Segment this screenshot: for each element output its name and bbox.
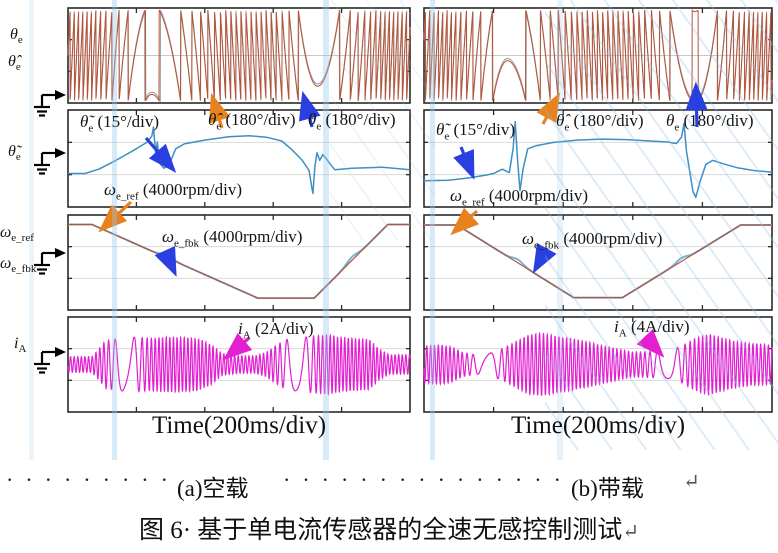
scale-label: ωe_fbk (4000rpm/div) <box>162 227 303 250</box>
axis-ticks <box>424 215 772 310</box>
scale-label: θe (180°/div) <box>308 110 396 133</box>
annotation-arrow-blue <box>154 245 177 277</box>
scale-label: ωe_ref (4000rpm/div) <box>450 186 589 209</box>
annotation-arrow-magenta <box>223 332 253 361</box>
sub-caption-a: (a)空载 <box>177 476 249 501</box>
scale-label: ωe_fbk (4000rpm/div) <box>522 229 663 252</box>
speed-reference-trace <box>68 223 410 299</box>
scale-label: θ̃e (15°/div) <box>436 120 516 143</box>
axis-ticks <box>68 215 410 310</box>
scale-label: iA (4A/div) <box>614 317 690 340</box>
angle-trace <box>67 9 411 103</box>
ground-reference-icon <box>34 248 66 275</box>
panel-a1 <box>67 7 411 104</box>
y-axis-label: ωe_fbk <box>0 255 37 276</box>
sub-caption-b: (b)带载 <box>571 476 644 501</box>
panel-b2 <box>423 109 773 208</box>
axis-ticks <box>68 317 410 412</box>
paragraph-return-icon: ↵ <box>622 521 640 543</box>
angle-error-trace <box>68 126 411 195</box>
ground-reference-icon <box>34 347 66 374</box>
annotation-arrow-magenta <box>636 328 665 358</box>
phase-current-trace <box>67 333 411 396</box>
angle-error-trace <box>423 120 773 199</box>
axis-ticks <box>424 110 772 207</box>
y-axis-label: ωe_ref <box>0 224 34 245</box>
panel-a3 <box>67 214 411 311</box>
y-axis-label: θ̃e <box>8 143 21 164</box>
annotation-arrow-blue <box>453 146 475 180</box>
panel-a2 <box>67 109 411 208</box>
axis-ticks <box>68 110 410 207</box>
scale-label: θ̃e (15°/div) <box>80 112 160 135</box>
paragraph-return-icon: ↵ <box>683 471 700 493</box>
figure-caption: 图 6· 基于单电流传感器的全速无感控制测试↵ <box>0 510 778 546</box>
ground-reference-icon <box>34 90 66 117</box>
y-axis-label: θ̂e <box>8 53 21 74</box>
scale-label: iA (2A/div) <box>238 319 314 342</box>
leader-dots-left: ········· <box>6 467 174 492</box>
annotation-arrow-blue <box>685 81 708 128</box>
time-axis-label-b: Time(200ms/div) <box>510 412 686 439</box>
annotation-arrow-blue <box>532 242 557 274</box>
panel-b3 <box>423 214 773 311</box>
ground-reference-icon <box>34 148 66 175</box>
time-axis-label-a: Time(200ms/div) <box>151 412 327 439</box>
scale-label: θe (180°/div) <box>666 111 754 134</box>
annotation-arrow-blue <box>144 136 177 173</box>
annotation-arrow-orange <box>98 200 133 233</box>
y-axis-label: iA <box>14 335 27 356</box>
leader-dots-middle: ··············· <box>283 467 567 492</box>
annotation-arrow-orange <box>450 207 480 236</box>
scale-label: ωe_ref (4000rpm/div) <box>104 180 243 203</box>
scale-label: θ̂e (180°/div) <box>556 111 644 134</box>
angle-trace <box>423 8 773 103</box>
annotation-arrow-orange <box>208 92 231 129</box>
figure-caption-text: 图 6· 基于单电流传感器的全速无感控制测试 <box>138 517 623 544</box>
scale-label: θ̂e (180°/div) <box>208 110 296 133</box>
y-axis-label: θe <box>10 26 23 47</box>
phase-current-trace <box>423 331 773 397</box>
annotation-arrow-orange <box>536 92 561 125</box>
annotation-arrow-blue <box>298 90 321 128</box>
